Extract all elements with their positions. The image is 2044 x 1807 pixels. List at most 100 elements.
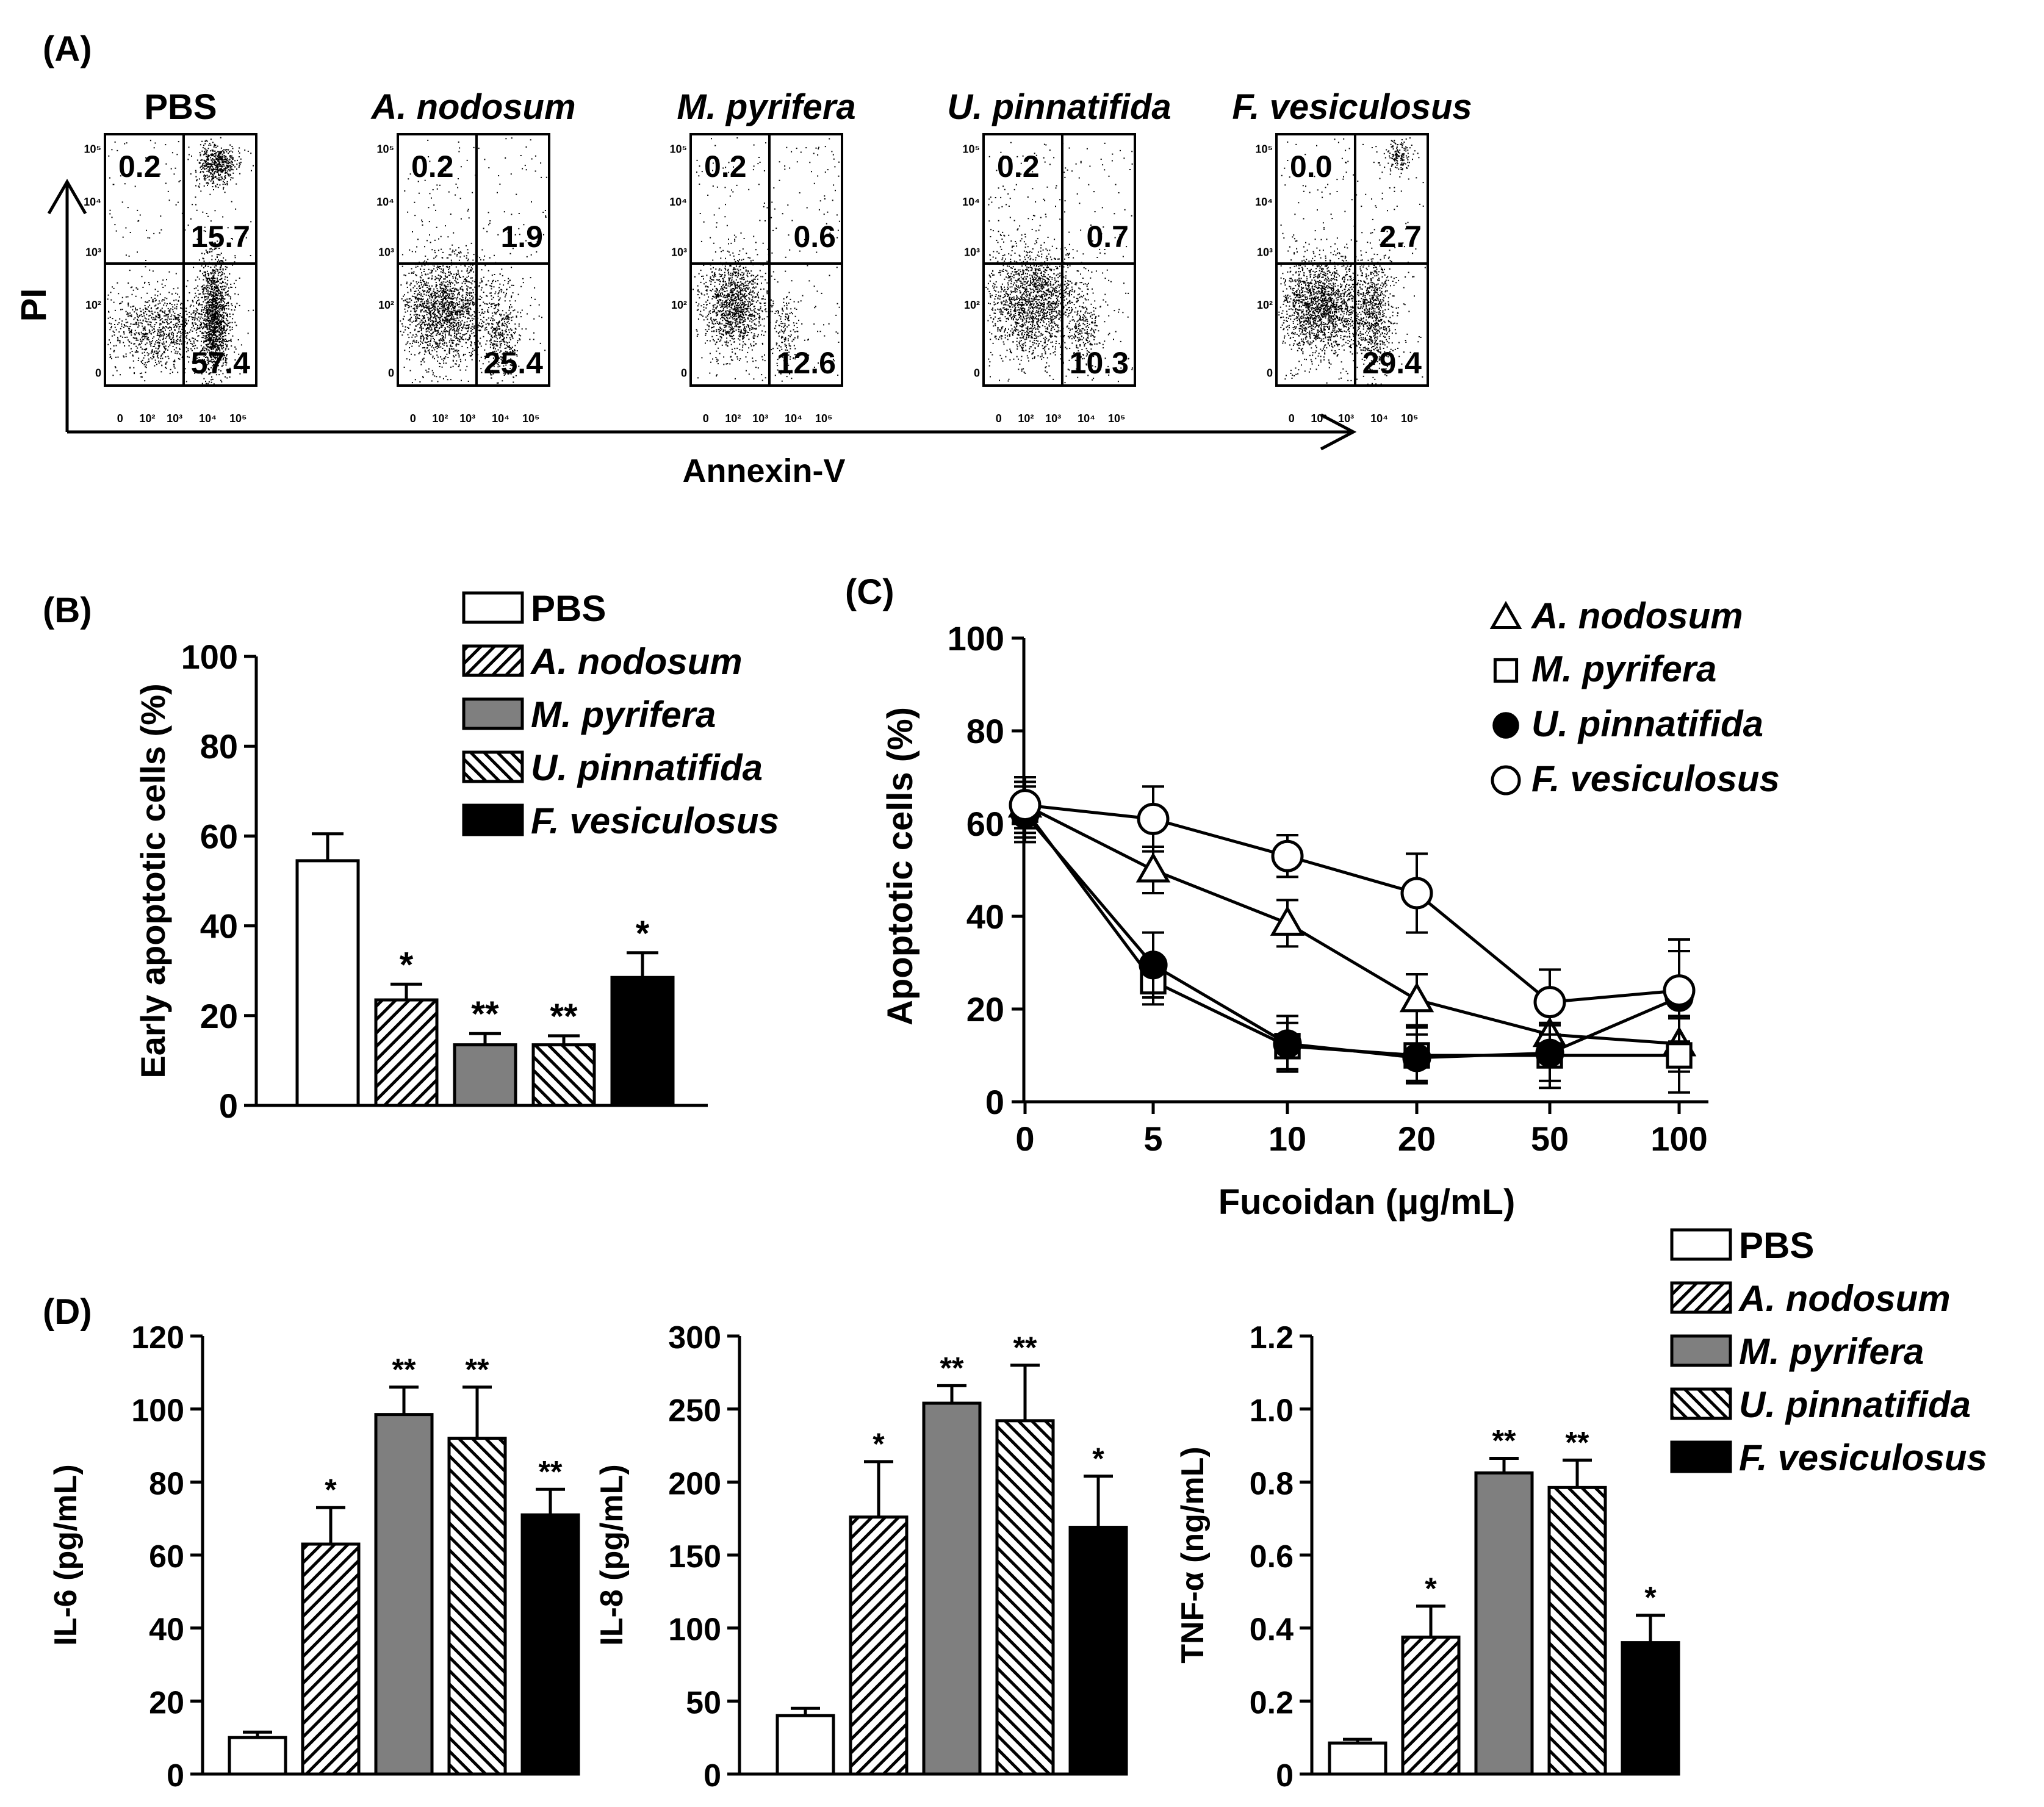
- series-square: [1012, 780, 1693, 1094]
- y-tick-label: 0.8: [1250, 1466, 1294, 1501]
- filled-circle-marker: [1139, 950, 1168, 980]
- significance-marker: **: [392, 1353, 416, 1387]
- y-tick-label: 0.4: [1250, 1612, 1294, 1648]
- triangle-marker: [1489, 600, 1522, 629]
- legend-label: PBS: [531, 588, 606, 629]
- flow-x-tick-label: 0: [1289, 412, 1295, 425]
- flow-plot-4: F. vesiculosus 0.0 2.7 29.4 0 10² 10³ 10⁴ 10⁵ 0 10…: [1232, 87, 1472, 425]
- flow-y-tick-label: 10⁴: [962, 196, 980, 208]
- flow-y-tick-label: 10⁵: [1256, 143, 1273, 156]
- flow-y-tick-label: 10²: [964, 299, 980, 311]
- bar: [301, 1542, 361, 1776]
- filled-circle-marker: [1273, 1029, 1302, 1058]
- significance-marker: *: [1092, 1442, 1104, 1476]
- flow-y-tick-label: 10²: [85, 299, 101, 311]
- y-tick-label: 100: [668, 1612, 721, 1648]
- x-tick-label: 100: [1650, 1119, 1707, 1158]
- y-tick-label: 20: [149, 1685, 184, 1720]
- y-tick-label: 20: [966, 990, 1004, 1029]
- legend-swatch: [462, 697, 524, 730]
- y-tick-label: 60: [966, 805, 1004, 843]
- significance-marker: *: [873, 1427, 885, 1461]
- flow-y-tick-label: 0: [1267, 367, 1273, 379]
- quadrant-lower-right-value: 10.3: [1070, 346, 1129, 380]
- legend-swatch: [1670, 1228, 1732, 1261]
- triangle-marker: [1270, 905, 1305, 936]
- y-tick-label: 60: [200, 817, 238, 855]
- square-marker: [1666, 1042, 1693, 1069]
- flow-dots: [400, 137, 547, 384]
- flow-x-tick-label: 10³: [167, 412, 182, 425]
- series-filled-circle: [1010, 785, 1694, 1082]
- flow-x-tick-label: 10⁴: [785, 412, 802, 425]
- quadrant-upper-right-value: 15.7: [191, 220, 250, 254]
- y-tick-label: 0: [219, 1087, 238, 1125]
- legend-label: A. nodosum: [530, 641, 743, 682]
- bar: [610, 975, 675, 1107]
- legend-label: F. vesiculosus: [531, 800, 779, 841]
- legend-label: U. pinnatifida: [1739, 1384, 1971, 1425]
- bar: [775, 1714, 835, 1776]
- series-line: [1024, 803, 1680, 1004]
- quadrant-lower-right-value: 12.6: [777, 346, 836, 380]
- y-tick-label: 100: [181, 638, 238, 676]
- flow-x-tick-label: 10³: [1338, 412, 1354, 425]
- flow-x-tick-label: 10⁵: [522, 412, 539, 425]
- flow-y-tick-label: 10²: [1257, 299, 1273, 311]
- flow-plot-1: A. nodosum 0.2 1.9 25.4 0 10² 10³ 10⁴ 10⁵ 0 10² 10³…: [370, 87, 575, 425]
- flow-plot-title: M. pyrifera: [677, 87, 855, 127]
- series-line: [1023, 808, 1679, 1057]
- x-tick-label: 5: [1143, 1119, 1162, 1158]
- y-tick-label: 40: [149, 1612, 184, 1648]
- flow-y-tick-label: 10⁴: [84, 196, 101, 208]
- flow-plot-frame: [397, 133, 550, 387]
- bar: [228, 1736, 287, 1776]
- flow-y-tick-label: 10⁵: [377, 143, 394, 156]
- flow-y-tick-label: 10⁴: [1255, 196, 1273, 208]
- significance-marker: *: [1425, 1572, 1437, 1606]
- flow-y-tick-label: 10⁵: [670, 143, 687, 156]
- open-circle-marker: [1271, 839, 1304, 872]
- flow-x-tick-label: 10⁴: [1370, 412, 1388, 425]
- panel-a-y-arrowhead: [47, 178, 87, 215]
- open-circle-marker: [1663, 974, 1696, 1007]
- flow-x-tick-label: 10²: [1311, 412, 1326, 425]
- significance-marker: **: [539, 1454, 563, 1489]
- y-tick-label: 60: [149, 1539, 184, 1575]
- x-axis-label: Fucoidan (μg/mL): [1218, 1182, 1516, 1222]
- flow-x-tick-label: 10⁵: [1108, 412, 1125, 425]
- significance-marker: **: [550, 997, 578, 1036]
- y-tick-label: 120: [131, 1320, 184, 1356]
- open-circle-marker: [1009, 789, 1042, 822]
- bar: [374, 1413, 434, 1776]
- bar: [995, 1419, 1055, 1776]
- series-triangle: [1007, 776, 1697, 1073]
- bar: [531, 1043, 596, 1107]
- legend-label: A. nodosum: [1530, 595, 1743, 636]
- legend-d: PBS A. nodosum M. pyrifera U. pinnatifida F.…: [1670, 1225, 1987, 1478]
- flow-x-tick-label: 10²: [432, 412, 448, 425]
- bar: [374, 998, 439, 1107]
- flow-y-tick-label: 10⁴: [669, 196, 687, 208]
- y-tick-label: 0: [704, 1758, 721, 1794]
- flow-y-tick-label: 10³: [671, 246, 687, 259]
- bar: [447, 1437, 507, 1776]
- legend-c: A. nodosum M. pyrifera U. pinnatifida F. ve…: [1489, 595, 1780, 799]
- legend-swatch: [462, 591, 524, 624]
- flow-x-tick-label: 10⁵: [229, 412, 247, 425]
- flow-x-tick-label: 10³: [459, 412, 475, 425]
- panel-label: (D): [43, 1292, 92, 1332]
- panel-label: (C): [845, 572, 894, 612]
- flow-x-tick-label: 10⁵: [1401, 412, 1418, 425]
- filled-circle-marker: [1535, 1038, 1564, 1068]
- flow-x-tick-label: 10⁴: [492, 412, 509, 425]
- bar: [1547, 1485, 1607, 1776]
- y-tick-label: 0: [985, 1083, 1004, 1121]
- legend-label: M. pyrifera: [1531, 648, 1716, 689]
- y-tick-label: 0: [1276, 1758, 1294, 1794]
- quadrant-upper-right-value: 1.9: [500, 220, 543, 254]
- flow-y-tick-label: 10²: [378, 299, 394, 311]
